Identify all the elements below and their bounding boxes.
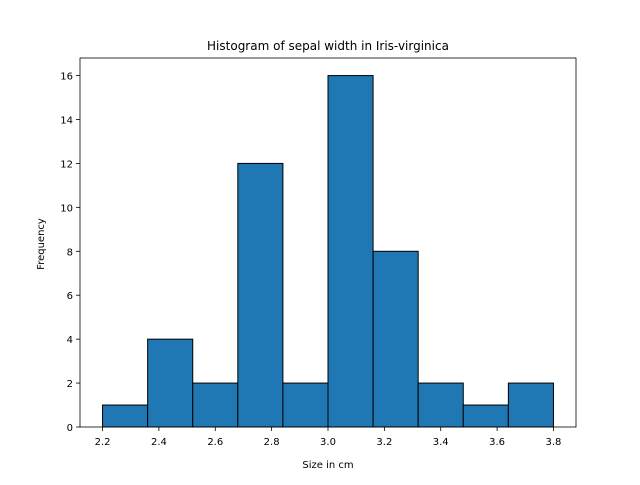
histogram-bar bbox=[417, 382, 464, 428]
histogram-bar bbox=[462, 404, 509, 428]
histogram-bar bbox=[147, 338, 194, 428]
y-tick-label: 4 bbox=[67, 335, 73, 346]
y-tick-label: 14 bbox=[60, 116, 73, 127]
y-tick-label: 8 bbox=[67, 247, 73, 258]
y-axis-ticks: 0 2 4 6 8 10 12 14 16 bbox=[60, 72, 80, 434]
y-tick-label: 0 bbox=[67, 423, 73, 434]
histogram-bar bbox=[507, 382, 554, 428]
histogram-bar bbox=[327, 75, 374, 428]
x-tick-label: 2.2 bbox=[95, 437, 111, 448]
y-tick-label: 12 bbox=[60, 159, 73, 170]
x-tick-label: 2.4 bbox=[151, 437, 167, 448]
x-axis-label: Size in cm bbox=[302, 460, 353, 471]
histogram-bar bbox=[102, 404, 149, 428]
y-tick-label: 16 bbox=[60, 72, 73, 83]
histogram-bar bbox=[237, 162, 284, 428]
x-tick-label: 3.4 bbox=[433, 437, 449, 448]
x-tick-label: 3.6 bbox=[489, 437, 505, 448]
x-tick-label: 2.8 bbox=[264, 437, 280, 448]
chart-title: Histogram of sepal width in Iris-virgini… bbox=[207, 39, 449, 53]
x-tick-label: 3.2 bbox=[376, 437, 392, 448]
histogram-bar bbox=[282, 382, 329, 428]
x-axis-ticks: 2.2 2.4 2.6 2.8 3.0 3.2 3.4 3.6 3.8 bbox=[95, 427, 562, 448]
y-tick-label: 10 bbox=[60, 203, 73, 214]
histogram-bar bbox=[192, 382, 239, 428]
x-tick-label: 3.0 bbox=[320, 437, 336, 448]
bars-group bbox=[102, 75, 554, 428]
x-tick-label: 3.8 bbox=[546, 437, 562, 448]
y-tick-label: 6 bbox=[67, 291, 73, 302]
histogram-bar bbox=[372, 250, 419, 428]
y-tick-label: 2 bbox=[67, 379, 73, 390]
y-axis-label: Frequency bbox=[36, 218, 47, 270]
plot-frame bbox=[79, 57, 577, 428]
x-tick-label: 2.6 bbox=[207, 437, 223, 448]
